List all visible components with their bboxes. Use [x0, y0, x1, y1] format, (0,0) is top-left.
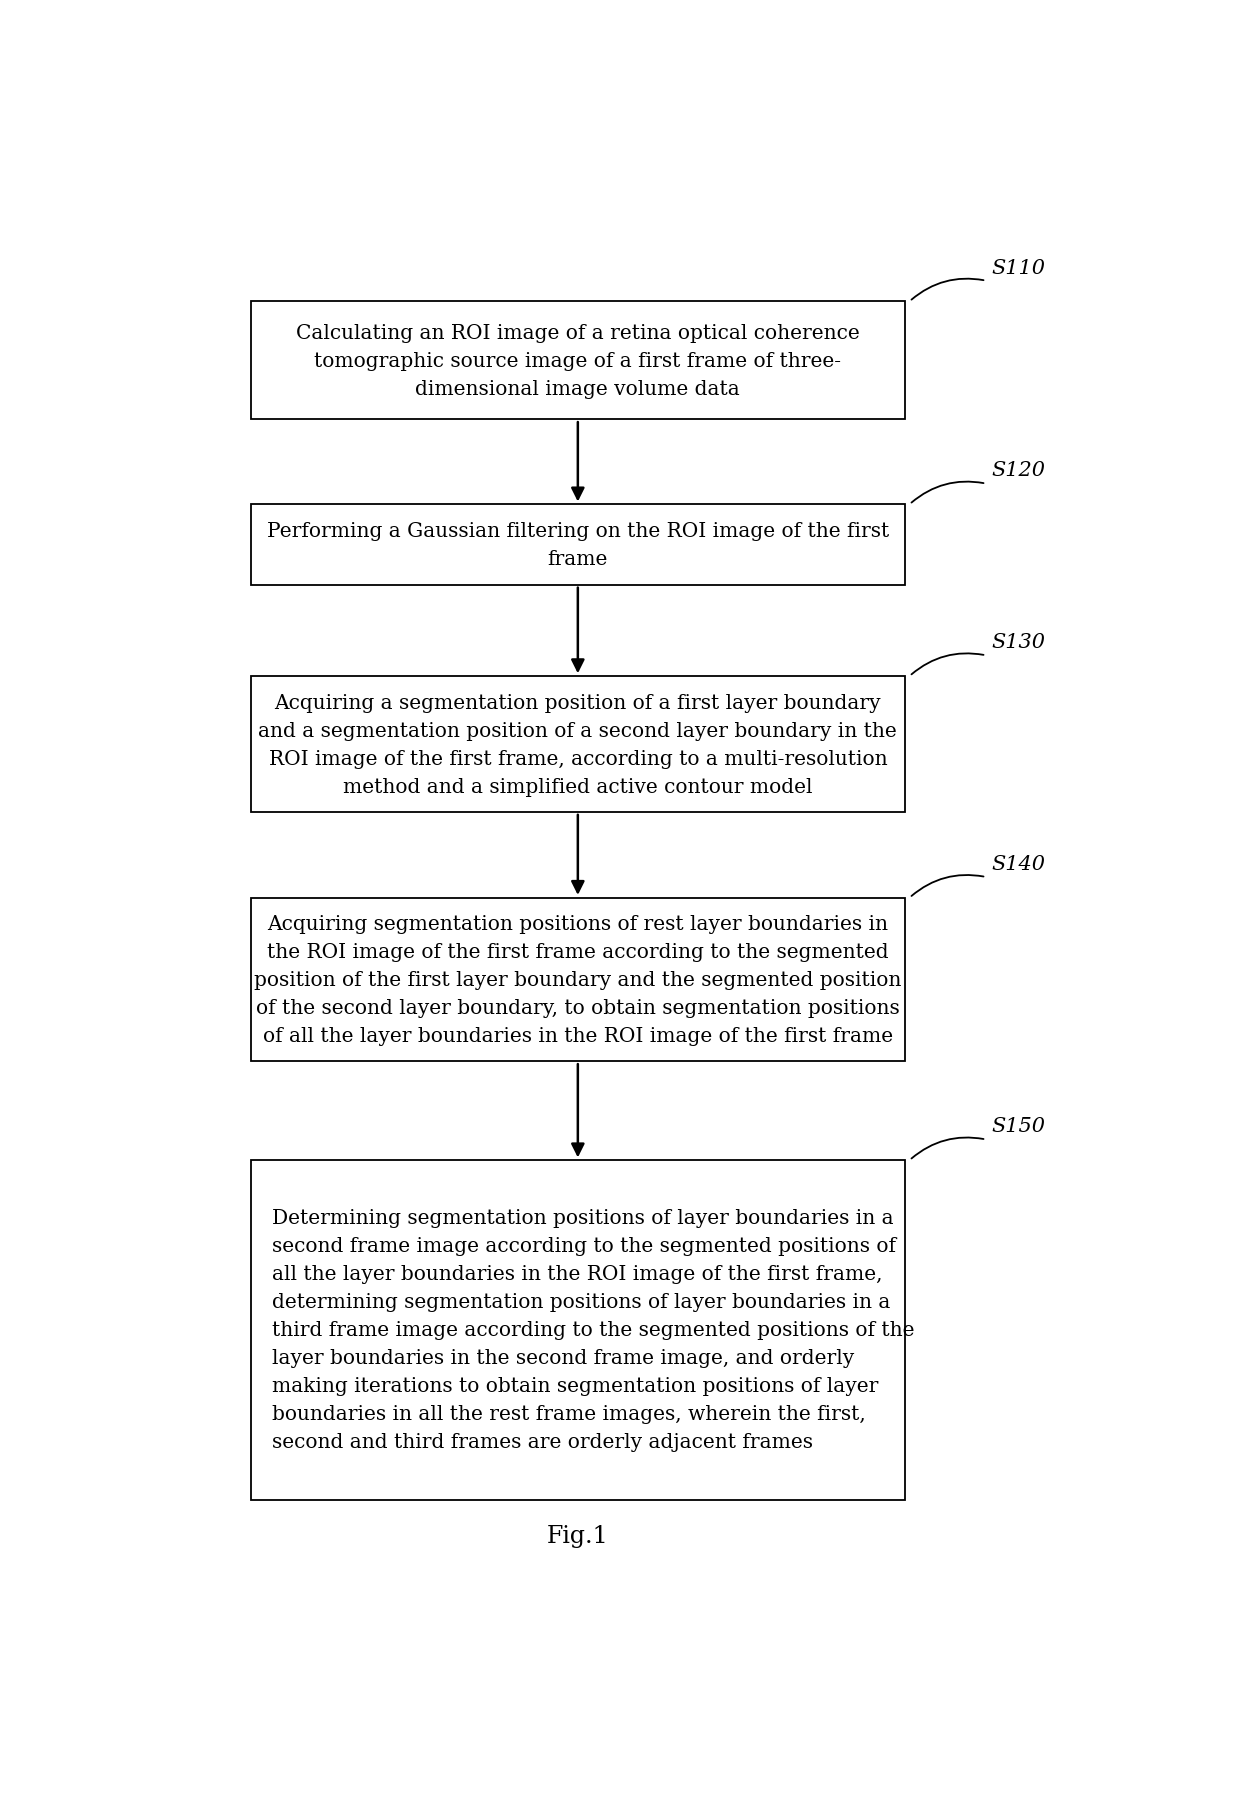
Text: Fig.1: Fig.1 — [547, 1525, 609, 1548]
FancyBboxPatch shape — [250, 1162, 905, 1500]
Text: S110: S110 — [991, 259, 1045, 277]
Text: Calculating an ROI image of a retina optical coherence
tomographic source image : Calculating an ROI image of a retina opt… — [296, 324, 859, 399]
FancyBboxPatch shape — [250, 899, 905, 1061]
Text: Performing a Gaussian filtering on the ROI image of the first
frame: Performing a Gaussian filtering on the R… — [267, 521, 889, 568]
Text: S150: S150 — [991, 1117, 1045, 1136]
Text: Acquiring a segmentation position of a first layer boundary
and a segmentation p: Acquiring a segmentation position of a f… — [258, 694, 898, 797]
Text: S120: S120 — [991, 462, 1045, 480]
Text: Acquiring segmentation positions of rest layer boundaries in
the ROI image of th: Acquiring segmentation positions of rest… — [254, 915, 901, 1045]
Text: S130: S130 — [991, 633, 1045, 653]
FancyBboxPatch shape — [250, 505, 905, 586]
FancyBboxPatch shape — [250, 676, 905, 813]
FancyBboxPatch shape — [250, 302, 905, 421]
Text: Determining segmentation positions of layer boundaries in a
second frame image a: Determining segmentation positions of la… — [273, 1208, 915, 1451]
Text: S140: S140 — [991, 854, 1045, 874]
